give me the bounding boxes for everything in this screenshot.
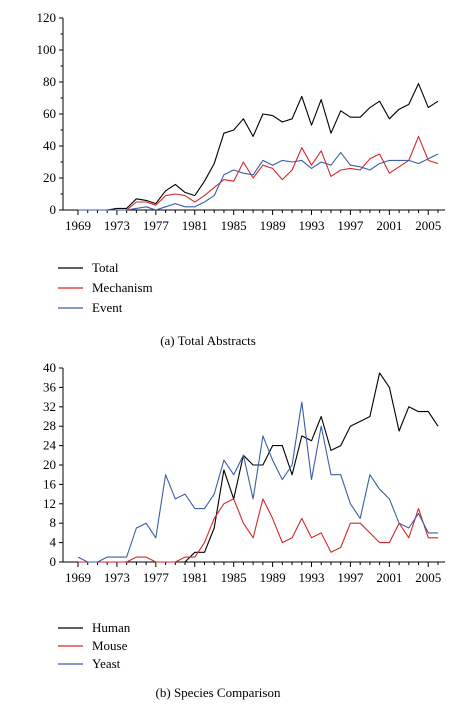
series-line-yeast	[77, 401, 438, 563]
series-line-mechanism	[78, 135, 439, 211]
panel-total-abstracts: 0 20 40 60 80 100 120 1969 1973 1977 1981 1985 1989 1…	[37, 10, 445, 348]
y-tick-label: 0	[50, 202, 57, 217]
panel-b-series	[77, 372, 439, 563]
series-line-event	[78, 151, 439, 211]
y-tick-label: 40	[43, 360, 56, 375]
x-tick-label: 1977	[143, 218, 170, 233]
panel-a-caption: (a) Total Abstracts	[160, 333, 256, 348]
x-tick-label: 1997	[337, 218, 364, 233]
x-tick-label: 1997	[337, 570, 364, 585]
x-tick-label: 1993	[299, 218, 325, 233]
x-tick-label: 1973	[104, 218, 130, 233]
y-tick-label: 8	[50, 515, 57, 530]
panel-b-caption: (b) Species Comparison	[156, 685, 281, 700]
panel-b-legend: Human Mouse Yeast	[58, 620, 131, 671]
y-tick-label: 80	[43, 74, 56, 89]
y-tick-label: 12	[43, 496, 56, 511]
x-tick-label: 2001	[376, 570, 402, 585]
y-tick-label: 24	[43, 438, 57, 453]
legend-label-yeast: Yeast	[92, 656, 121, 671]
x-tick-label: 1989	[260, 218, 286, 233]
x-tick-label: 2005	[415, 570, 441, 585]
y-tick-label: 100	[37, 42, 57, 57]
legend-label-human: Human	[92, 620, 131, 635]
y-tick-label: 0	[50, 554, 57, 569]
x-tick-label: 1973	[104, 570, 130, 585]
x-tick-label: 1981	[182, 218, 208, 233]
x-tick-label: 2005	[415, 218, 441, 233]
x-tick-label: 1969	[65, 570, 91, 585]
y-tick-label: 40	[43, 138, 56, 153]
y-tick-label: 60	[43, 106, 56, 121]
y-tick-label: 20	[43, 170, 56, 185]
y-tick-label: 120	[37, 10, 57, 25]
legend-label-mouse: Mouse	[92, 638, 128, 653]
x-tick-label: 1985	[221, 218, 247, 233]
panel-a-series	[78, 83, 439, 211]
panel-a-axes: 0 20 40 60 80 100 120 1969 1973 1977 1981 1985 1989 1…	[37, 10, 445, 233]
y-tick-label: 28	[43, 418, 56, 433]
y-tick-label: 4	[50, 535, 57, 550]
y-tick-label: 16	[43, 476, 57, 491]
legend-label-mechanism: Mechanism	[92, 280, 153, 295]
x-tick-label: 1977	[143, 570, 170, 585]
x-tick-label: 1989	[260, 570, 286, 585]
y-tick-label: 36	[43, 379, 57, 394]
panel-b-axes: 0 4 8 12 16 20 24 28 32 36 40 1969 1973 1977 1981 1985 1…	[43, 360, 445, 585]
x-tick-label: 1981	[182, 570, 208, 585]
panel-species-comparison: 0 4 8 12 16 20 24 28 32 36 40 1969 1973 1977 1981 1985 1…	[43, 360, 445, 700]
x-tick-label: 1985	[221, 570, 247, 585]
y-tick-label: 32	[43, 399, 56, 414]
x-tick-label: 2001	[376, 218, 402, 233]
y-tick-label: 20	[43, 457, 56, 472]
legend-label-total: Total	[92, 260, 119, 275]
legend-label-event: Event	[92, 300, 123, 315]
series-line-total	[78, 83, 439, 211]
x-tick-label: 1969	[65, 218, 91, 233]
panel-a-legend: Total Mechanism Event	[58, 260, 153, 315]
series-line-mouse	[78, 498, 438, 563]
x-tick-label: 1993	[299, 570, 325, 585]
